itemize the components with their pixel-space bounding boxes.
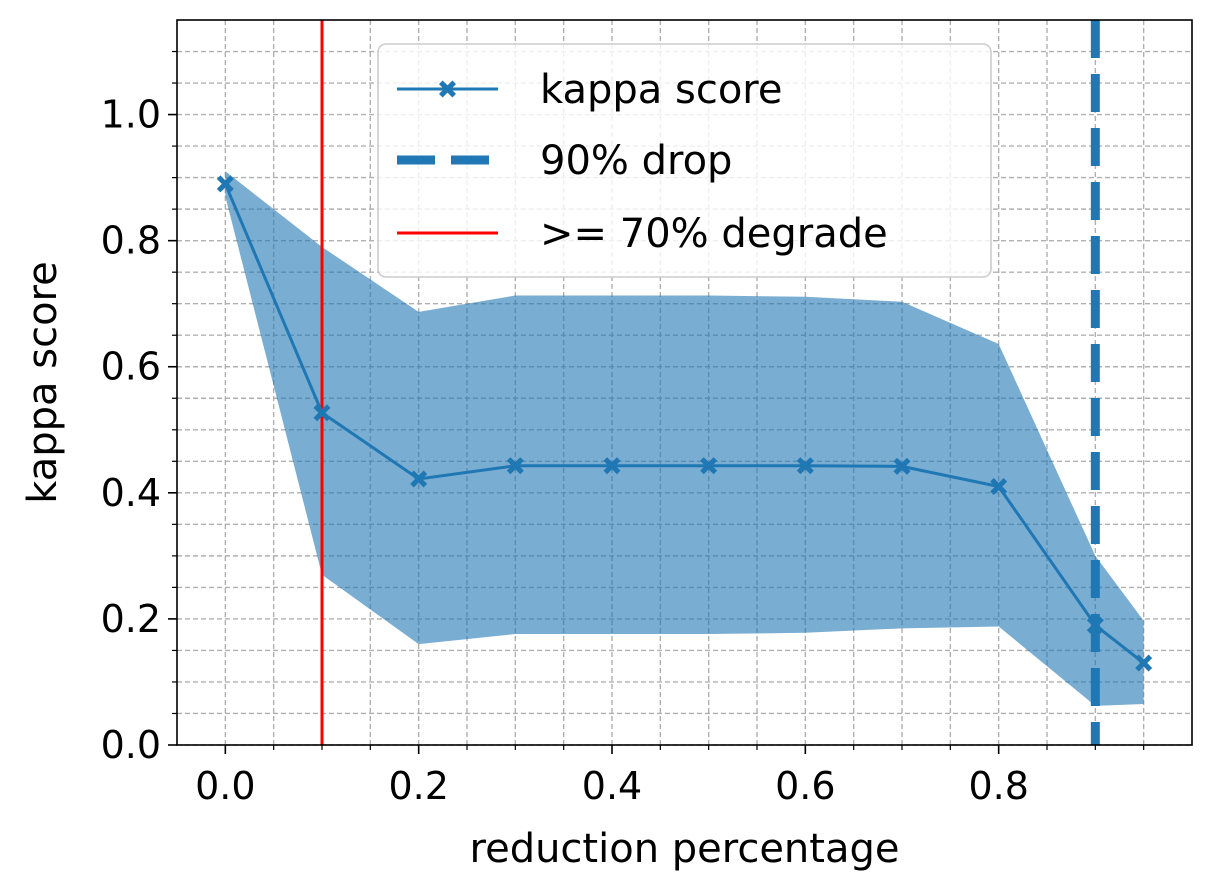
data-point (313, 404, 331, 422)
x-tick-label: 0.4 (582, 764, 642, 808)
confidence-band (225, 171, 1144, 706)
data-point (603, 457, 621, 475)
y-axis-label: kappa score (20, 261, 66, 503)
data-point (216, 175, 234, 193)
confidence-band-layer (225, 171, 1144, 706)
axis-ticks: 0.0 0.2 0.4 0.6 0.8 0.0 0.2 0.4 0.6 0.8 1.0 (101, 50, 1145, 808)
x-tick-label: 0.6 (775, 764, 835, 808)
data-point (700, 457, 718, 475)
data-point (1086, 616, 1104, 634)
y-tick-label: 1.0 (101, 93, 161, 137)
legend-90-drop-label: 90% drop (540, 138, 732, 184)
plot-frame (176, 19, 1193, 746)
data-point (796, 457, 814, 475)
legend: kappa score 90% drop >= 70% degrade (377, 43, 992, 278)
legend-box (377, 43, 992, 278)
series-layer (216, 175, 1153, 672)
data-point (410, 470, 428, 488)
data-point (506, 457, 524, 475)
legend-kappa-score-label: kappa score (540, 67, 782, 113)
data-point (1135, 654, 1153, 672)
data-point (990, 478, 1008, 496)
y-tick-label: 0.2 (101, 597, 161, 641)
x-tick-label: 0.2 (388, 764, 448, 808)
y-tick-label: 0.0 (101, 723, 161, 767)
legend-kappa-score-marker (439, 80, 456, 98)
legend-70-degrade-label: >= 70% degrade (540, 211, 888, 257)
x-tick-label: 0.8 (968, 764, 1028, 808)
y-tick-label: 0.4 (101, 471, 161, 515)
x-axis-label: reduction percentage (470, 826, 900, 872)
y-tick-label: 0.6 (101, 345, 161, 389)
y-tick-label: 0.8 (101, 219, 161, 263)
data-point (893, 457, 911, 475)
x-tick-label: 0.0 (195, 764, 255, 808)
